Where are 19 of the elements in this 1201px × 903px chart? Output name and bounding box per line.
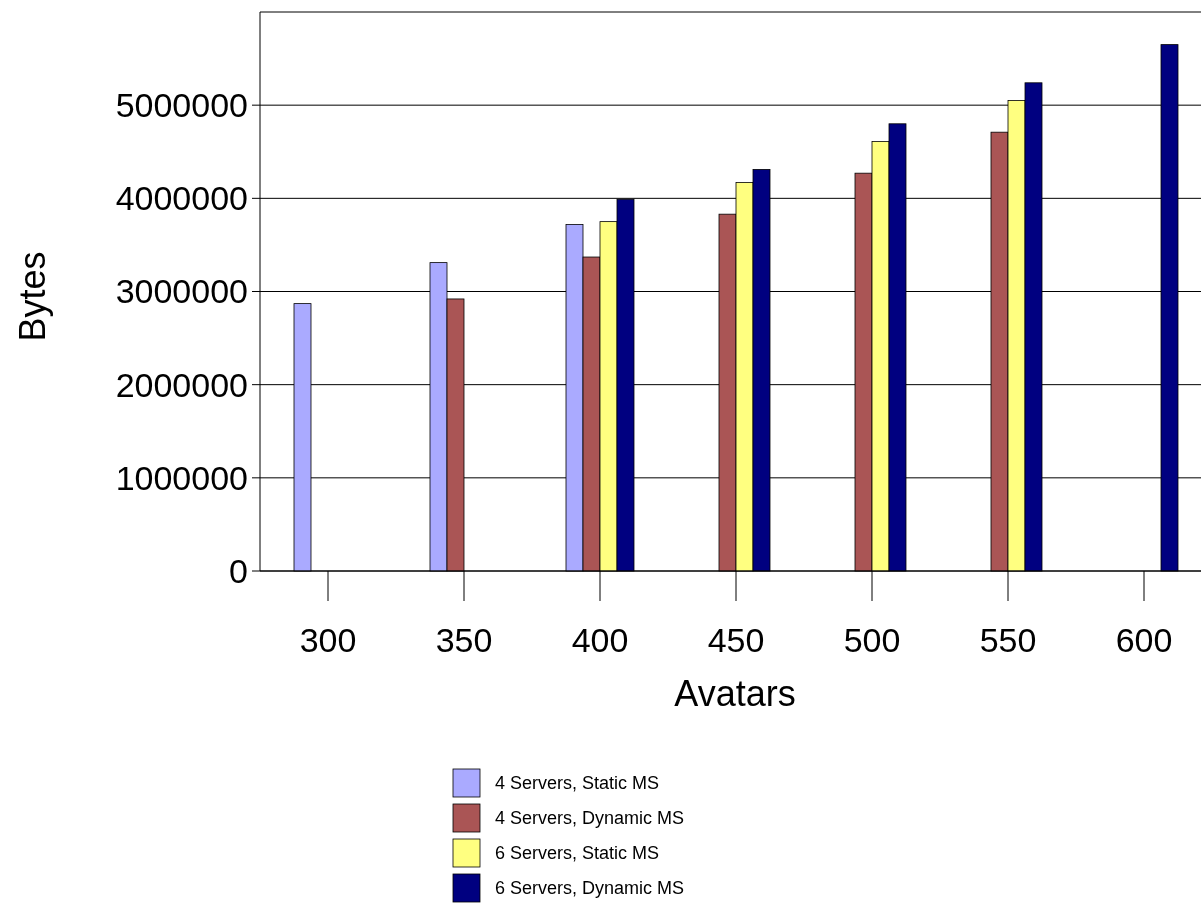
legend-label: 6 Servers, Dynamic MS xyxy=(495,878,685,899)
x-tick-label: 500 xyxy=(843,621,901,659)
x-tick-label: 450 xyxy=(707,621,765,659)
y-tick-label: 1000000 xyxy=(115,458,248,497)
y-tick-label: 3000000 xyxy=(115,272,248,311)
legend-label: 4 Servers, Dynamic MS xyxy=(495,808,685,829)
legend-label: 4 Servers, Static MS xyxy=(495,773,660,794)
x-tick-label: 600 xyxy=(1115,621,1173,659)
x-axis-title: Avatars xyxy=(674,673,796,714)
x-tick-label: 550 xyxy=(979,621,1037,659)
x-tick-label: 350 xyxy=(435,621,493,659)
y-tick-label: 2000000 xyxy=(115,365,248,404)
legend-label: 6 Servers, Static MS xyxy=(495,843,660,864)
y-axis-title: Bytes xyxy=(12,251,53,342)
y-tick-label: 5000000 xyxy=(115,86,248,125)
x-tick-label: 400 xyxy=(571,621,629,659)
y-tick-label: 0 xyxy=(229,551,248,590)
x-tick-label: 300 xyxy=(299,621,357,659)
y-tick-label: 4000000 xyxy=(115,179,248,218)
